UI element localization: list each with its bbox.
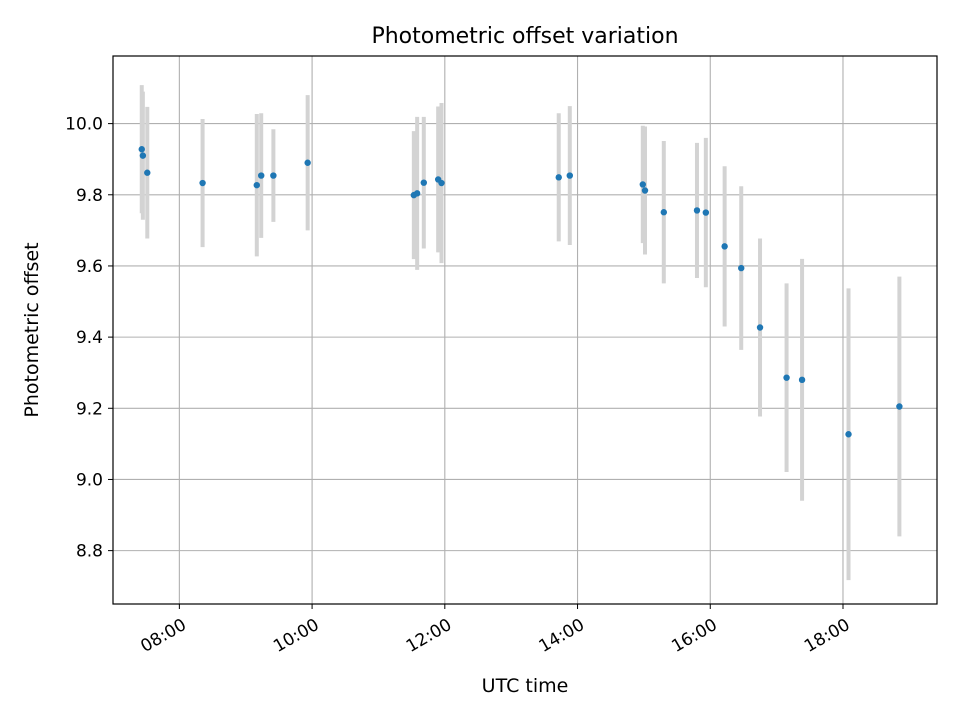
plot-area-background: [113, 56, 937, 604]
x-axis-label: UTC time: [482, 675, 569, 697]
data-point: [756, 324, 764, 331]
grid: [113, 56, 937, 604]
plot-area-frame: [112, 55, 938, 605]
y-tick-label: 9.6: [76, 257, 103, 277]
data-point: [438, 179, 445, 187]
y-axis-label: Photometric offset: [21, 242, 43, 417]
data-point: [798, 376, 806, 384]
x-axis: 08:00 10:00 12:00 14:00 16:00 18:00: [137, 604, 853, 657]
data-point: [555, 174, 562, 181]
data-point: [660, 209, 668, 216]
data-points: [138, 146, 903, 438]
y-tick-label: 9.8: [76, 186, 103, 206]
data-point: [641, 187, 649, 194]
y-tick-label: 9.4: [76, 328, 103, 348]
data-point: [199, 179, 206, 187]
data-point: [258, 172, 265, 179]
chart-title: Photometric offset variation: [371, 24, 678, 49]
data-point: [566, 172, 573, 179]
data-point: [253, 181, 260, 189]
y-tick-label: 10.0: [65, 115, 103, 135]
data-point: [783, 374, 790, 381]
y-tick-label: 8.8: [76, 542, 103, 562]
data-point: [138, 146, 145, 153]
data-point: [896, 403, 903, 410]
data-point: [139, 152, 147, 159]
data-point: [413, 190, 421, 197]
data-point: [639, 181, 646, 188]
data-point: [144, 169, 151, 176]
data-point: [420, 179, 427, 186]
data-point: [721, 243, 728, 250]
data-point: [270, 172, 277, 179]
y-tick-label: 9.2: [76, 399, 103, 419]
data-point: [845, 431, 852, 438]
y-axis: 8.8 9.0 9.2 9.4 9.6 9.8 10.0: [65, 115, 113, 562]
data-point: [304, 159, 311, 166]
data-point: [738, 264, 745, 272]
data-point: [693, 207, 701, 214]
y-tick-label: 9.0: [76, 470, 103, 490]
data-point: [702, 209, 710, 216]
